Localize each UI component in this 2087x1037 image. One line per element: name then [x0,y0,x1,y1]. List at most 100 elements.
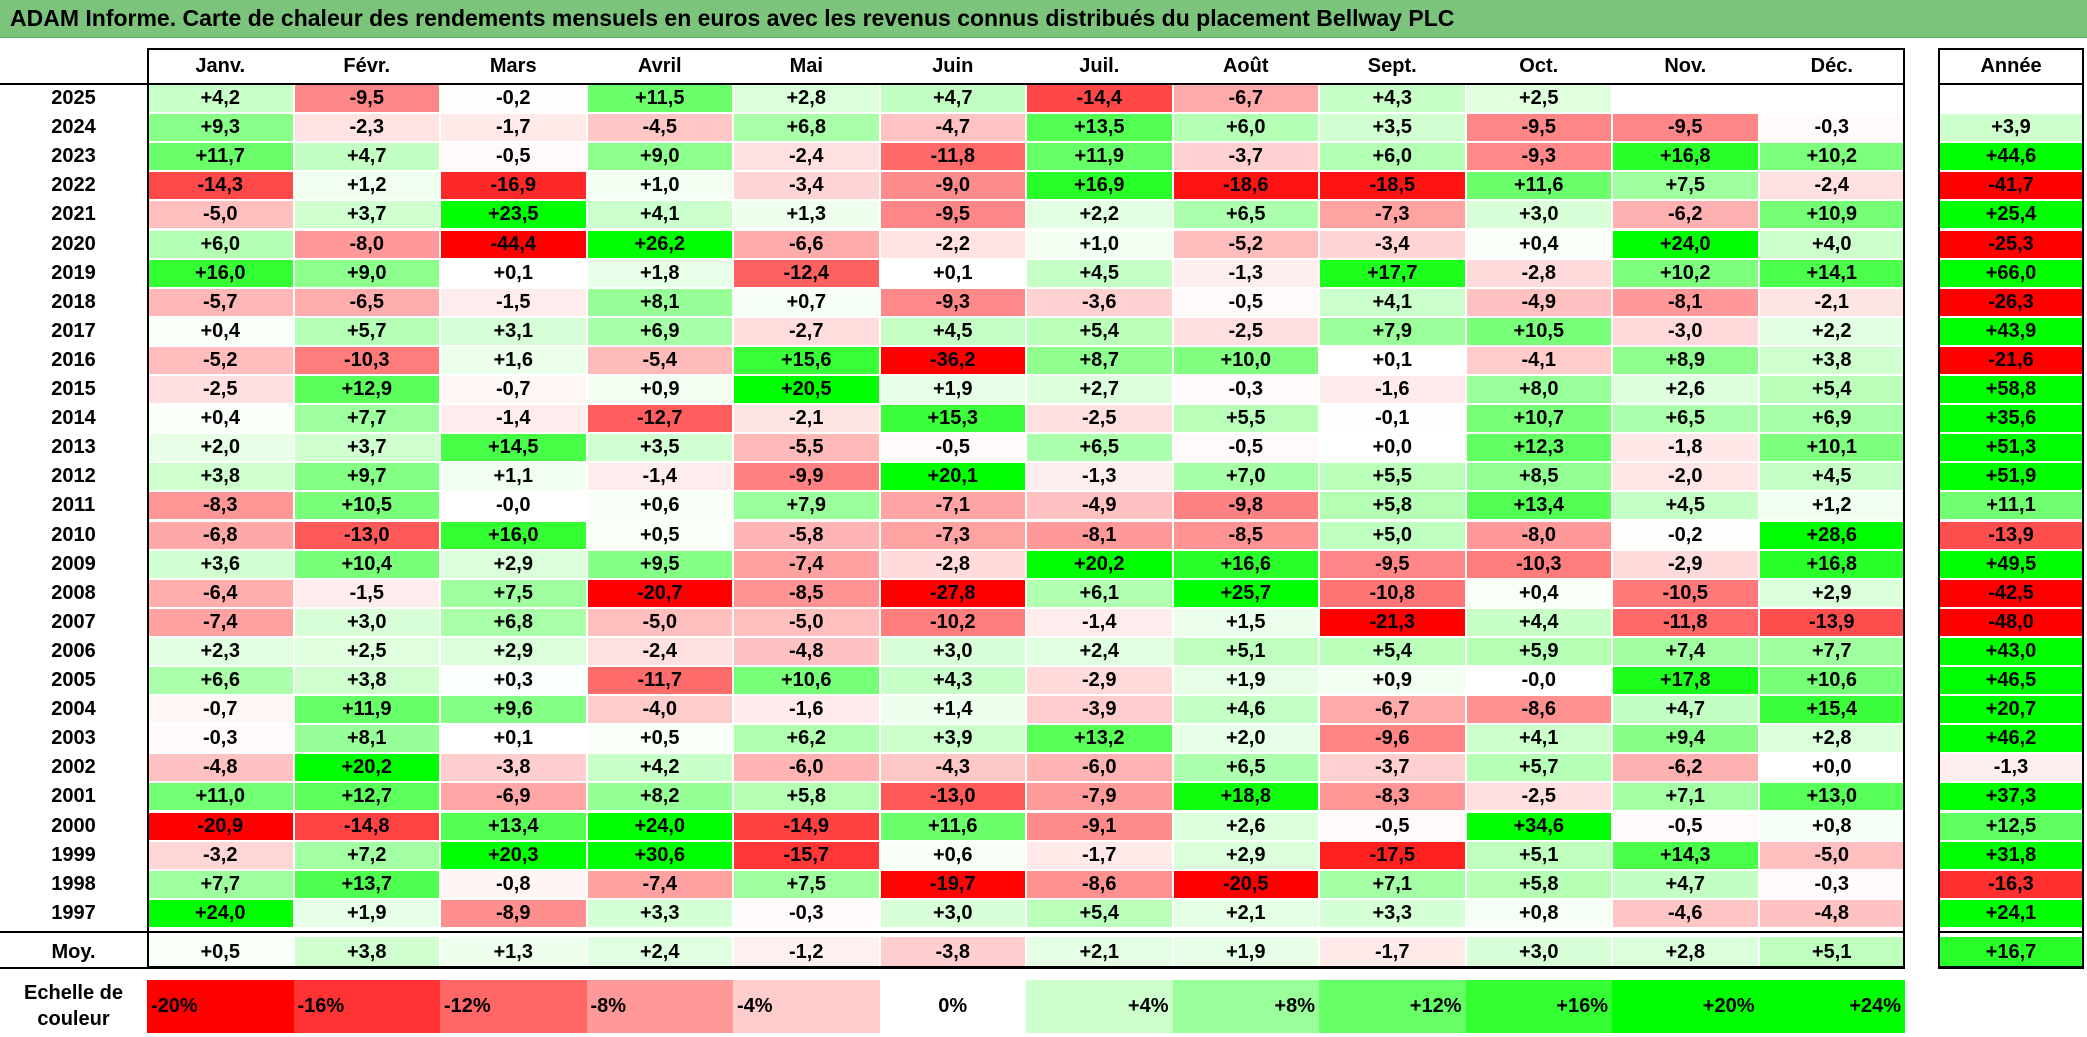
heatmap-cell: -6,4 [148,579,293,607]
heatmap-cell: -8,1 [1027,521,1172,549]
heatmap-cell: +3,8 [294,667,439,695]
heatmap-cell: +0,0 [1320,434,1465,462]
heatmap-cell: -6,2 [1613,201,1758,229]
heatmap-cell: +0,1 [441,725,586,753]
heatmap-cell: -10,3 [1466,550,1611,578]
heatmap-cell: -36,2 [880,346,1025,374]
heatmap-cell: +2,5 [294,637,439,665]
heatmap-cell: -5,2 [1173,230,1318,258]
heatmap-cell: +10,6 [1759,667,1904,695]
heatmap-cell: +11,6 [1466,172,1611,200]
average-cell: -1,2 [734,936,879,967]
heatmap-cell: +4,2 [148,85,293,113]
heatmap-cell: -2,8 [1466,259,1611,287]
heatmap-cell: +24,0 [587,812,732,840]
heatmap-cell: -7,9 [1027,783,1172,811]
heatmap-cell: +5,4 [1027,899,1172,927]
heatmap-cell: -18,6 [1173,172,1318,200]
year-label: 2015 [51,378,96,400]
heatmap-cell: -8,1 [1613,288,1758,316]
heatmap-cell: +26,2 [587,230,732,258]
annual-cell: -16,3 [1939,870,2083,898]
heatmap-cell: +9,5 [587,550,732,578]
year-label: 2007 [51,610,96,633]
heatmap-cell: -1,5 [294,579,439,607]
year-label: 2011 [51,494,96,517]
year-label: 2022 [51,174,96,197]
heatmap-cell: +6,6 [148,667,293,695]
heatmap-cell: +13,5 [1027,114,1172,142]
annual-cell: -41,7 [1939,172,2083,200]
heatmap-cell: -3,9 [1027,696,1172,724]
heatmap-cell: +8,5 [1466,463,1611,491]
heatmap-cell: -4,6 [1613,899,1758,927]
annual-cell: +11,1 [1939,492,2083,520]
annual-cell: +12,5 [1939,812,2083,840]
heatmap-cell: -5,0 [1759,841,1904,869]
heatmap-cell: +1,9 [294,899,439,927]
annual-cell: -1,3 [1939,754,2083,782]
heatmap-cell: -0,5 [1173,288,1318,316]
color-scale-swatch: +20% [1612,980,1759,1033]
heatmap-cell: -2,1 [1759,288,1904,316]
heatmap-cell: +2,9 [441,550,586,578]
heatmap-cell: +30,6 [587,841,732,869]
annual-cell: +46,5 [1939,667,2083,695]
heatmap-cell: -8,5 [1173,521,1318,549]
heatmap-cell: -8,0 [1466,521,1611,549]
heatmap-cell: +16,8 [1613,143,1758,171]
heatmap-cell: +3,5 [1320,114,1465,142]
color-scale-swatch: 0% [879,980,1026,1033]
heatmap-cell: -3,6 [1027,288,1172,316]
heatmap-cell: +20,2 [294,754,439,782]
heatmap-cell: +3,1 [441,317,586,345]
heatmap-cell: +1,8 [587,259,732,287]
heatmap-cell: +5,7 [294,317,439,345]
annual-cell: +66,0 [1939,259,2083,287]
heatmap-cell: +11,7 [148,143,293,171]
heatmap-cell: +9,4 [1613,725,1758,753]
year-label: 1997 [51,901,96,924]
heatmap-cell: -6,5 [294,288,439,316]
year-label: 2001 [51,785,96,808]
heatmap-cell: +4,5 [880,317,1025,345]
heatmap-cell: -4,8 [1759,899,1904,927]
heatmap-cell: -7,4 [734,550,879,578]
heatmap-cell: +3,7 [294,434,439,462]
heatmap-cell: +5,8 [1320,492,1465,520]
month-header: Janv. [195,55,246,77]
heatmap-cell: +11,5 [587,85,732,113]
chart-title: ADAM Informe. Carte de chaleur des rende… [10,5,1455,31]
heatmap-cell: -17,5 [1320,841,1465,869]
heatmap-cell: -8,6 [1027,870,1172,898]
heatmap-cell: -8,9 [441,899,586,927]
heatmap-cell: +1,4 [880,696,1025,724]
heatmap-cell [1759,85,1904,113]
heatmap-cell: -1,6 [734,696,879,724]
heatmap-cell: -10,2 [880,608,1025,636]
heatmap-cell: +2,2 [1759,317,1904,345]
heatmap-cell: +6,5 [1613,405,1758,433]
heatmap-cell: -3,2 [148,841,293,869]
heatmap-cell: +4,4 [1466,608,1611,636]
color-scale-swatch: +16% [1465,980,1612,1033]
heatmap-cell: -10,3 [294,346,439,374]
heatmap-cell: +20,1 [880,463,1025,491]
heatmap-cell: -5,0 [148,201,293,229]
heatmap-cell: +7,9 [1320,317,1465,345]
heatmap-cell: -9,5 [1466,114,1611,142]
heatmap-cell: -4,0 [587,696,732,724]
heatmap-cell: +5,4 [1320,637,1465,665]
heatmap-cell: +4,7 [294,143,439,171]
heatmap-cell: -4,9 [1466,288,1611,316]
title-bar: ADAM Informe. Carte de chaleur des rende… [0,0,2087,38]
year-label: 1999 [51,843,96,866]
heatmap-cell: +0,0 [1759,754,1904,782]
heatmap-cell: +0,8 [1759,812,1904,840]
average-cell: +5,1 [1759,936,1904,967]
heatmap-cell: +6,0 [148,230,293,258]
heatmap-cell: +6,0 [1173,114,1318,142]
heatmap-cell: +5,8 [734,783,879,811]
year-label: 2005 [51,669,96,691]
heatmap-cell: -0,5 [1173,434,1318,462]
